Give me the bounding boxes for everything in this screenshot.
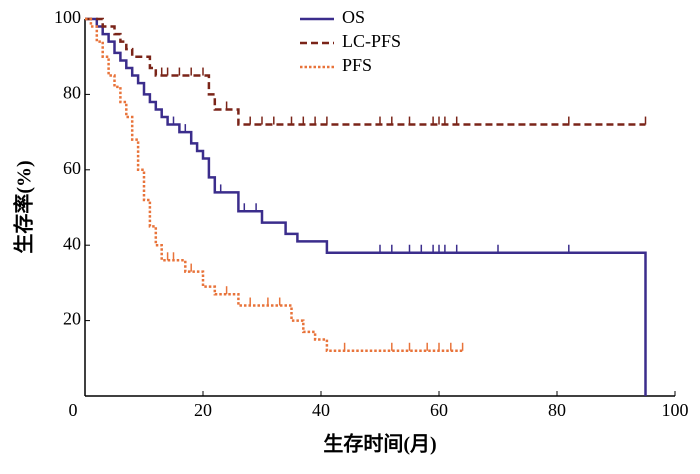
legend-label: PFS xyxy=(342,55,372,75)
y-tick-label: 80 xyxy=(63,83,81,103)
x-tick-label: 0 xyxy=(69,400,78,420)
survival-curve xyxy=(85,17,646,126)
y-tick-label: 100 xyxy=(54,7,81,27)
x-tick-label: 20 xyxy=(194,400,212,420)
y-tick-label: 40 xyxy=(63,233,81,253)
survival-curve xyxy=(85,17,647,396)
x-tick-label: 60 xyxy=(430,400,448,420)
x-tick-label: 40 xyxy=(312,400,330,420)
y-tick-label: 60 xyxy=(63,158,81,178)
legend-label: OS xyxy=(342,7,365,27)
x-axis-label: 生存时间(月) xyxy=(323,432,436,456)
y-axis-label: 生存率(%) xyxy=(12,160,36,253)
survival-curve xyxy=(85,17,463,353)
legend-label: LC-PFS xyxy=(342,31,401,51)
x-tick-label: 100 xyxy=(662,400,689,420)
x-tick-label: 80 xyxy=(548,400,566,420)
y-tick-label: 20 xyxy=(63,309,81,329)
